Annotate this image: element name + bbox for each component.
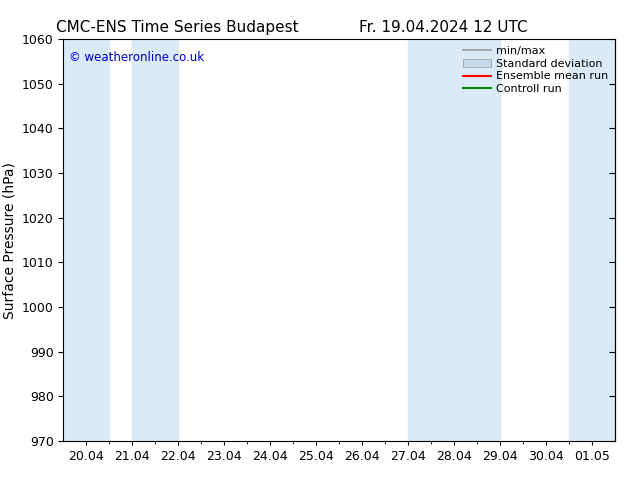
- Title: CMC-ENS Time Series Budapest    Fr. 19.04.2024 12 UTC: CMC-ENS Time Series Budapest Fr. 19.04.2…: [0, 489, 1, 490]
- Bar: [408, 39, 454, 441]
- Bar: [454, 39, 500, 441]
- Bar: [133, 39, 178, 441]
- Text: CMC-ENS Time Series Budapest: CMC-ENS Time Series Budapest: [56, 20, 299, 35]
- Bar: [569, 39, 615, 441]
- Text: © weatheronline.co.uk: © weatheronline.co.uk: [69, 51, 204, 64]
- Bar: [63, 39, 110, 441]
- Legend: min/max, Standard deviation, Ensemble mean run, Controll run: min/max, Standard deviation, Ensemble me…: [458, 42, 612, 98]
- Text: Fr. 19.04.2024 12 UTC: Fr. 19.04.2024 12 UTC: [359, 20, 528, 35]
- Y-axis label: Surface Pressure (hPa): Surface Pressure (hPa): [3, 162, 16, 318]
